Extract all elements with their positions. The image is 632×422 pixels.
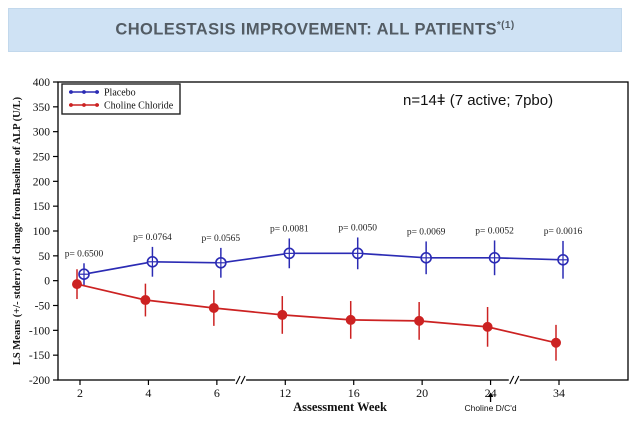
svg-text:p= 0.0764: p= 0.0764 bbox=[133, 233, 172, 243]
svg-text:50: 50 bbox=[39, 251, 51, 263]
annotation-sample-size: n=14ǂ (7 active; 7pbo) bbox=[403, 92, 553, 109]
svg-text:400: 400 bbox=[33, 77, 51, 89]
svg-text:350: 350 bbox=[33, 102, 51, 114]
svg-text:p= 0.0069: p= 0.0069 bbox=[407, 227, 446, 237]
svg-text:4: 4 bbox=[145, 386, 151, 400]
page-title: CHOLESTASIS IMPROVEMENT: ALL PATIENTS*(1… bbox=[115, 20, 514, 40]
svg-text:p= 0.6500: p= 0.6500 bbox=[65, 249, 104, 259]
svg-text:p= 0.0050: p= 0.0050 bbox=[338, 223, 377, 233]
svg-text:p= 0.0016: p= 0.0016 bbox=[544, 227, 583, 237]
annotation-choline-dcd: Choline D/C'd bbox=[464, 392, 517, 413]
svg-text:Choline D/C'd: Choline D/C'd bbox=[464, 403, 516, 413]
markers-placebo bbox=[78, 247, 569, 281]
svg-text:Choline Chloride: Choline Chloride bbox=[104, 101, 174, 112]
svg-text:0: 0 bbox=[44, 276, 50, 288]
svg-text:250: 250 bbox=[33, 152, 51, 164]
page-title-text: CHOLESTASIS IMPROVEMENT: ALL PATIENTS bbox=[115, 20, 497, 39]
svg-text:150: 150 bbox=[33, 201, 51, 213]
svg-text:20: 20 bbox=[416, 386, 428, 400]
svg-text:34: 34 bbox=[553, 386, 565, 400]
series-choline-chloride bbox=[76, 269, 557, 361]
title-superscript: *(1) bbox=[496, 20, 515, 32]
series-placebo bbox=[83, 237, 564, 286]
p-value-labels: p= 0.6500 p= 0.0764 p= 0.0565 p= 0.0081 p= 0… bbox=[65, 223, 583, 259]
svg-text:p= 0.0052: p= 0.0052 bbox=[475, 226, 514, 236]
chart-area: 400 350 300 250 200 150 100 50 0 -50 -100 -150 -200 L… bbox=[0, 60, 632, 417]
svg-text:-50: -50 bbox=[35, 301, 51, 313]
svg-text:p= 0.0081: p= 0.0081 bbox=[270, 224, 309, 234]
y-axis-title: LS Means (+/- stderr) of change from Bas… bbox=[12, 96, 23, 365]
x-axis-title: Assessment Week bbox=[293, 400, 387, 414]
x-axis: 2461216202434Assessment Week bbox=[77, 380, 565, 414]
svg-text:100: 100 bbox=[33, 226, 51, 238]
svg-text:2: 2 bbox=[77, 386, 83, 400]
svg-text:p= 0.0565: p= 0.0565 bbox=[202, 234, 241, 244]
svg-text:300: 300 bbox=[33, 127, 51, 139]
legend: Placebo Choline Chloride bbox=[61, 83, 181, 115]
svg-text:-100: -100 bbox=[29, 325, 50, 337]
markers-choline-chloride bbox=[72, 279, 561, 348]
slide-header: CHOLESTASIS IMPROVEMENT: ALL PATIENTS*(1… bbox=[8, 8, 622, 52]
svg-text:-200: -200 bbox=[29, 375, 50, 387]
svg-text:200: 200 bbox=[33, 176, 51, 188]
svg-text:Placebo: Placebo bbox=[104, 88, 136, 99]
svg-text:n=14ǂ (7 active; 7pbo): n=14ǂ (7 active; 7pbo) bbox=[403, 92, 553, 109]
svg-text:16: 16 bbox=[348, 386, 360, 400]
svg-text:-150: -150 bbox=[29, 350, 50, 362]
y-axis: 400 350 300 250 200 150 100 50 0 -50 -100 -150 -200 L… bbox=[12, 77, 58, 387]
chart-canvas: 400 350 300 250 200 150 100 50 0 -50 -100 -150 -200 L… bbox=[12, 77, 629, 414]
svg-text:12: 12 bbox=[279, 386, 291, 400]
svg-text:6: 6 bbox=[214, 386, 220, 400]
axis-breaks bbox=[235, 375, 520, 385]
